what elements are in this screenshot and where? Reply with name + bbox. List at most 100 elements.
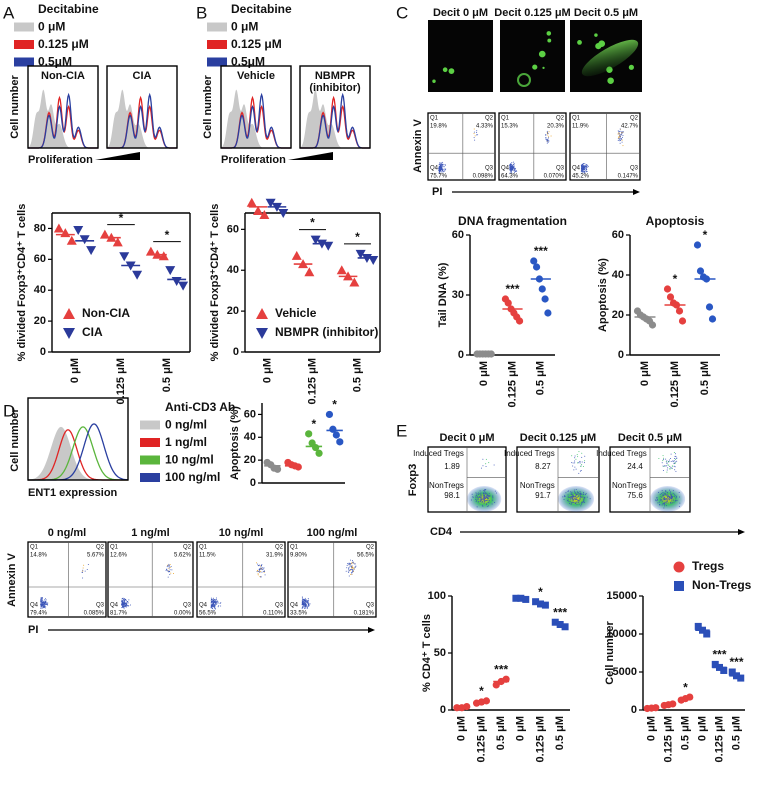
flow-dot — [439, 166, 441, 168]
flow-dot — [669, 489, 671, 491]
flow-dot — [673, 465, 675, 467]
flow-dot — [259, 569, 261, 571]
flow-dot — [122, 599, 124, 601]
flow-dot — [514, 168, 516, 170]
flow-dot — [622, 131, 624, 133]
flow-dot — [575, 468, 577, 470]
data-point — [336, 265, 347, 275]
flow-dot — [121, 600, 123, 602]
flow-dot — [547, 137, 549, 139]
y-tick-label: 20 — [227, 305, 239, 317]
legend-marker — [63, 328, 75, 339]
flow-dot — [351, 566, 353, 568]
flow-dot — [621, 136, 623, 138]
flow-dot — [210, 597, 212, 599]
flow-dot — [575, 458, 577, 460]
plot-frame — [299, 65, 371, 149]
flow-dot — [658, 501, 660, 503]
flow-dot — [585, 165, 587, 167]
flow-dot — [46, 602, 48, 604]
flow-dot — [582, 171, 584, 173]
flow-dot — [82, 569, 84, 571]
plot-frame — [498, 112, 567, 181]
y-axis-label: Cell number — [604, 621, 616, 685]
flow-dot — [479, 490, 481, 492]
gate-name: NonTregs — [612, 481, 647, 490]
flow-dot — [670, 460, 672, 462]
flow-dot — [545, 133, 547, 135]
flow-dot — [212, 603, 214, 605]
histogram-fill — [107, 89, 177, 148]
flow-dot — [571, 455, 573, 457]
flow-dot — [439, 165, 441, 167]
flow-dot — [40, 597, 42, 599]
flow-dot — [212, 599, 214, 601]
flow-dot — [303, 600, 305, 602]
plot-frame — [220, 65, 292, 149]
significance: *** — [712, 648, 726, 662]
flow-dot — [438, 172, 440, 174]
flow-dot — [513, 165, 515, 167]
flow-dot — [438, 171, 440, 173]
flow-dot — [442, 165, 444, 167]
flow-dot — [81, 571, 83, 573]
flow-dot — [442, 163, 444, 165]
significance: * — [673, 272, 678, 286]
comet-image — [500, 20, 565, 92]
flow-dot — [675, 497, 677, 499]
flow-dot — [488, 462, 490, 464]
flow-dot — [440, 167, 442, 169]
data-point — [663, 285, 672, 293]
flow-dot — [302, 606, 304, 608]
flow-dot — [513, 170, 515, 172]
flow-dot — [673, 460, 675, 462]
flow-dot — [571, 495, 573, 497]
flow-dot — [256, 562, 258, 564]
data-point — [737, 674, 745, 682]
quadrant-name: Q1 — [199, 545, 208, 551]
flow-dot — [569, 502, 571, 504]
flow-dot — [492, 495, 494, 497]
flow-dot — [264, 574, 266, 576]
flow-dot — [589, 498, 591, 500]
quadrant-name: Q4 — [572, 166, 581, 172]
legend-swatch — [207, 57, 227, 67]
quadrant-value: 75.7% — [430, 174, 448, 180]
flow-dot — [125, 603, 127, 605]
flow-dot — [569, 497, 571, 499]
flow-dot — [444, 170, 446, 172]
data-point — [112, 237, 123, 247]
y-tick-label: 100 — [428, 590, 446, 602]
comet-nucleus — [547, 38, 552, 43]
arrow-head — [738, 529, 745, 535]
legend-marker — [63, 308, 75, 319]
flow-dot — [582, 502, 584, 504]
legend-swatch — [140, 438, 160, 447]
flow-dot — [567, 496, 569, 498]
data-point — [522, 595, 530, 603]
flow-dot — [665, 499, 667, 501]
flow-dot — [482, 497, 484, 499]
x-tick-label: 0.125 μM — [534, 716, 546, 762]
flow-dot — [441, 171, 443, 173]
flow-dot — [259, 576, 261, 578]
flow-dot — [664, 504, 666, 506]
flow-dot — [574, 457, 576, 459]
flow-dot — [489, 495, 491, 497]
data-point — [294, 463, 302, 471]
flow-dot — [308, 603, 310, 605]
flow-dot — [619, 138, 621, 140]
flow-dot — [478, 494, 480, 496]
flow-dot — [308, 605, 310, 607]
flow-dot — [484, 496, 486, 498]
flow-dot — [485, 489, 487, 491]
flow-dot — [577, 500, 579, 502]
flow-dot — [666, 500, 668, 502]
legend-label: Tregs — [692, 559, 724, 573]
quadrant-name: Q1 — [430, 116, 439, 122]
flow-dot — [351, 563, 353, 565]
flow-dot — [564, 494, 566, 496]
flow-dot — [485, 465, 487, 467]
flow-dot — [123, 608, 125, 610]
legend-label: 100 ng/ml — [165, 470, 220, 484]
